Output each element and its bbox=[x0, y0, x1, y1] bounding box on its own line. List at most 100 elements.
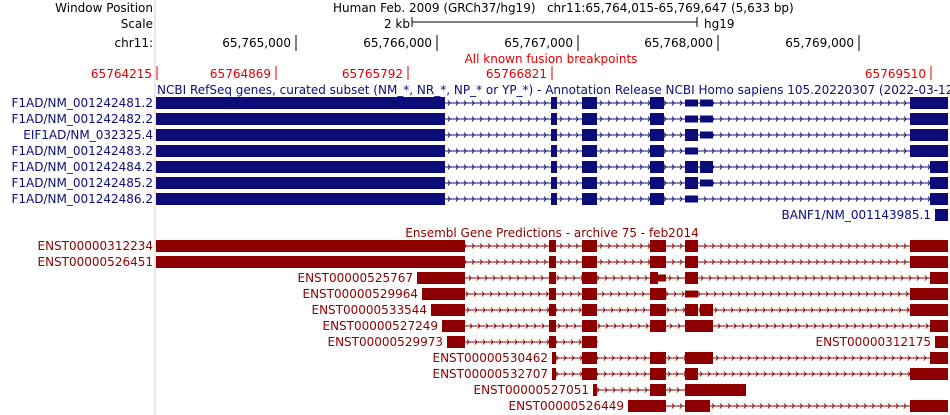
exon-block[interactable] bbox=[552, 368, 556, 380]
exon-block[interactable] bbox=[593, 384, 597, 396]
exon-block[interactable] bbox=[658, 274, 666, 282]
exon-block[interactable] bbox=[628, 400, 666, 412]
exon-block[interactable] bbox=[551, 97, 557, 109]
exon-block[interactable] bbox=[552, 352, 556, 364]
refseq-gene-exon[interactable] bbox=[935, 209, 948, 221]
ensembl-gene-row[interactable]: ENST00000312234 bbox=[38, 239, 949, 253]
refseq-gene-label[interactable]: F1AD/NM_001242484.2 bbox=[11, 160, 153, 174]
exon-block[interactable] bbox=[930, 193, 948, 205]
fusion-breakpoint-label[interactable]: 65764869 bbox=[210, 67, 271, 81]
fusion-breakpoint-label[interactable]: 65765792 bbox=[342, 67, 403, 81]
exon-block[interactable] bbox=[910, 256, 948, 268]
exon-block[interactable] bbox=[551, 145, 557, 157]
ensembl-gene-label[interactable]: ENST00000526449 bbox=[509, 399, 625, 413]
exon-block[interactable] bbox=[156, 129, 445, 141]
exon-block[interactable] bbox=[582, 240, 597, 252]
refseq-gene-label[interactable]: F1AD/NM_001242482.2 bbox=[11, 112, 153, 126]
exon-block[interactable] bbox=[930, 161, 948, 173]
exon-block[interactable] bbox=[551, 161, 557, 173]
exon-block[interactable] bbox=[685, 161, 698, 173]
exon-block[interactable] bbox=[700, 304, 713, 316]
exon-block[interactable] bbox=[910, 145, 948, 157]
exon-block[interactable] bbox=[685, 272, 698, 284]
refseq-gene-row[interactable]: EIF1AD/NM_032325.4 bbox=[23, 128, 948, 142]
exon-block[interactable] bbox=[685, 400, 710, 412]
exon-block[interactable] bbox=[910, 368, 948, 380]
exon-block[interactable] bbox=[685, 304, 698, 316]
exon-block[interactable] bbox=[910, 304, 948, 316]
exon-block[interactable] bbox=[582, 288, 597, 300]
ensembl-gene-row[interactable]: ENST00000526449 bbox=[509, 399, 949, 413]
exon-block[interactable] bbox=[650, 193, 664, 205]
exon-block[interactable] bbox=[582, 368, 597, 380]
exon-block[interactable] bbox=[650, 240, 666, 252]
ensembl-gene-label[interactable]: ENST00000529973 bbox=[328, 335, 444, 349]
exon-block[interactable] bbox=[447, 336, 465, 348]
exon-block[interactable] bbox=[582, 193, 597, 205]
exon-block[interactable] bbox=[549, 304, 556, 316]
ensembl-gene-label[interactable]: ENST00000312175 bbox=[816, 335, 932, 349]
exon-block[interactable] bbox=[910, 113, 948, 125]
exon-block[interactable] bbox=[650, 113, 664, 125]
exon-block[interactable] bbox=[156, 161, 445, 173]
exon-block[interactable] bbox=[156, 193, 445, 205]
fusion-track-title[interactable]: All known fusion breakpoints bbox=[465, 52, 638, 66]
refseq-gene-label[interactable]: F1AD/NM_001242486.2 bbox=[11, 192, 153, 206]
ensembl-gene-row[interactable]: ENST00000533544 bbox=[312, 303, 949, 317]
exon-block[interactable] bbox=[551, 129, 557, 141]
exon-block[interactable] bbox=[156, 177, 445, 189]
exon-block[interactable] bbox=[930, 352, 948, 364]
fusion-breakpoint-label[interactable]: 65769510 bbox=[865, 67, 926, 81]
refseq-gene-label[interactable]: F1AD/NM_001242485.2 bbox=[11, 176, 153, 190]
exon-block[interactable] bbox=[685, 352, 713, 364]
exon-block[interactable] bbox=[930, 272, 948, 284]
exon-block[interactable] bbox=[650, 177, 664, 189]
ensembl-gene-label[interactable]: ENST00000525767 bbox=[298, 271, 414, 285]
exon-block[interactable] bbox=[650, 368, 666, 380]
fusion-breakpoint-label[interactable]: 65766821 bbox=[486, 67, 547, 81]
exon-block[interactable] bbox=[549, 336, 556, 348]
exon-block[interactable] bbox=[431, 304, 465, 316]
refseq-gene-label[interactable]: F1AD/NM_001242481.2 bbox=[11, 96, 153, 110]
exon-block[interactable] bbox=[551, 177, 557, 189]
ensembl-gene-label[interactable]: ENST00000529964 bbox=[303, 287, 419, 301]
exon-block[interactable] bbox=[582, 177, 597, 189]
ensembl-gene-label[interactable]: ENST00000532707 bbox=[433, 367, 549, 381]
exon-block[interactable] bbox=[650, 320, 666, 332]
exon-block[interactable] bbox=[582, 97, 597, 109]
exon-block[interactable] bbox=[582, 145, 597, 157]
ensembl-gene-row[interactable]: ENST00000527051 bbox=[474, 383, 747, 397]
ensembl-gene-row[interactable]: ENST00000529973 bbox=[328, 335, 599, 349]
refseq-gene-row[interactable]: F1AD/NM_001242483.2 bbox=[11, 144, 948, 158]
exon-block[interactable] bbox=[935, 336, 948, 348]
exon-block[interactable] bbox=[582, 161, 597, 173]
exon-block[interactable] bbox=[910, 400, 948, 412]
exon-block[interactable] bbox=[685, 99, 698, 107]
exon-block[interactable] bbox=[685, 240, 698, 252]
exon-block[interactable] bbox=[910, 129, 948, 141]
exon-block[interactable] bbox=[685, 256, 698, 268]
exon-block[interactable] bbox=[910, 97, 948, 109]
refseq-gene-label[interactable]: EIF1AD/NM_032325.4 bbox=[23, 128, 153, 142]
exon-block[interactable] bbox=[156, 256, 465, 268]
exon-block[interactable] bbox=[650, 384, 666, 396]
refseq-track-title[interactable]: NCBI RefSeq genes, curated subset (NM_*,… bbox=[157, 83, 950, 97]
exon-block[interactable] bbox=[442, 320, 465, 332]
exon-block[interactable] bbox=[685, 368, 698, 380]
exon-block[interactable] bbox=[156, 113, 445, 125]
exon-block[interactable] bbox=[549, 256, 556, 268]
refseq-gene-label[interactable]: BANF1/NM_001143985.1 bbox=[782, 208, 932, 222]
exon-block[interactable] bbox=[582, 320, 597, 332]
exon-block[interactable] bbox=[910, 288, 948, 300]
exon-block[interactable] bbox=[156, 240, 465, 252]
exon-block[interactable] bbox=[650, 352, 666, 364]
exon-block[interactable] bbox=[685, 177, 698, 189]
exon-block[interactable] bbox=[910, 240, 948, 252]
exon-block[interactable] bbox=[685, 320, 713, 332]
exon-block[interactable] bbox=[700, 161, 713, 173]
exon-block[interactable] bbox=[551, 193, 557, 205]
ensembl-gene-label[interactable]: ENST00000530462 bbox=[433, 351, 549, 365]
exon-block[interactable] bbox=[582, 336, 597, 348]
exon-block[interactable] bbox=[685, 290, 698, 298]
exon-block[interactable] bbox=[582, 129, 597, 141]
